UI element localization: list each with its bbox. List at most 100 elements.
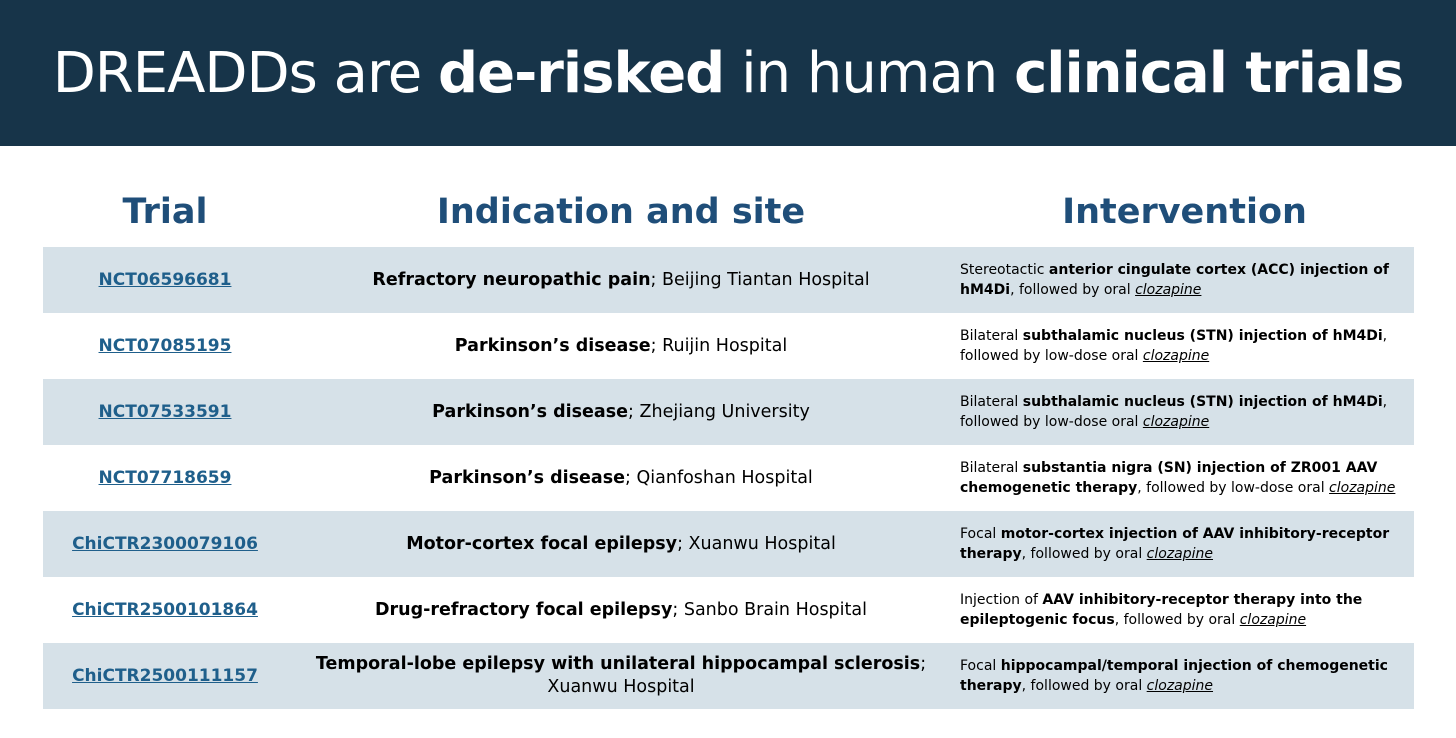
intervention-target: substantia nigra (SN) injection of ZR001… <box>960 460 1378 496</box>
indication-name: Parkinson’s disease <box>454 335 651 356</box>
indication-cell: Parkinson’s disease; Zhejiang University <box>287 379 955 445</box>
page-title: DREADDs are de-risked in human clinical … <box>52 40 1405 106</box>
indication-name: Temporal-lobe epilepsy with unilateral h… <box>315 654 921 674</box>
indication-site: ; Beijing Tiantan Hospital <box>650 269 870 290</box>
indication-text: Temporal-lobe epilepsy with unilateral h… <box>311 653 931 699</box>
intervention-cell: Injection of AAV inhibitory-receptor the… <box>960 577 1414 643</box>
intervention-cell: Stereotactic anterior cingulate cortex (… <box>960 247 1414 313</box>
intervention-text: Bilateral substantia nigra (SN) injectio… <box>960 458 1400 498</box>
indication-cell: Refractory neuropathic pain; Beijing Tia… <box>287 247 955 313</box>
intervention-followup: , followed by low-dose oral <box>960 328 1388 364</box>
trial-cell: ChiCTR2500111157 <box>43 643 287 709</box>
intervention-drug: clozapine <box>1239 612 1307 628</box>
column-header-intervention: Intervention <box>1062 192 1307 232</box>
indication-name: Parkinson’s disease <box>429 467 626 488</box>
column-header-indication: Indication and site <box>436 192 806 232</box>
trials-table: NCT06596681 Refractory neuropathic pain; … <box>43 247 1414 709</box>
table-row: NCT07718659 Parkinson’s disease; Qianfosh… <box>43 445 1414 511</box>
trial-id-link[interactable]: NCT07533591 <box>98 402 232 422</box>
intervention-prefix: Focal <box>960 658 1001 674</box>
indication-text: Parkinson’s disease; Zhejiang University <box>432 401 810 424</box>
intervention-followup: , followed by low-dose oral <box>1137 480 1330 496</box>
intervention-prefix: Bilateral <box>960 328 1023 344</box>
title-emphasis-derisked: de-risked <box>438 40 725 106</box>
table-row: NCT07533591 Parkinson’s disease; Zhejiang… <box>43 379 1414 445</box>
intervention-prefix: Focal <box>960 526 1001 542</box>
intervention-text: Bilateral subthalamic nucleus (STN) inje… <box>960 326 1400 366</box>
trial-id-link[interactable]: NCT06596681 <box>98 270 232 290</box>
trial-id-link[interactable]: NCT07085195 <box>98 336 232 356</box>
intervention-target: subthalamic nucleus (STN) injection of h… <box>1022 394 1383 410</box>
indication-text: Refractory neuropathic pain; Beijing Tia… <box>372 269 869 292</box>
trial-cell: ChiCTR2300079106 <box>43 511 287 577</box>
table-row: NCT07085195 Parkinson’s disease; Ruijin H… <box>43 313 1414 379</box>
intervention-text: Bilateral subthalamic nucleus (STN) inje… <box>960 392 1400 432</box>
indication-site: ; Ruijin Hospital <box>650 335 788 356</box>
column-header-trial: Trial <box>122 192 208 232</box>
intervention-prefix: Bilateral <box>960 460 1023 476</box>
intervention-target: subthalamic nucleus (STN) injection of h… <box>1022 328 1383 344</box>
trial-id-link[interactable]: ChiCTR2300079106 <box>72 534 258 554</box>
trial-cell: NCT07533591 <box>43 379 287 445</box>
intervention-cell: Bilateral subthalamic nucleus (STN) inje… <box>960 313 1414 379</box>
trial-cell: NCT07085195 <box>43 313 287 379</box>
intervention-drug: clozapine <box>1146 678 1214 694</box>
indication-text: Motor-cortex focal epilepsy; Xuanwu Hosp… <box>406 533 836 556</box>
intervention-text: Stereotactic anterior cingulate cortex (… <box>960 260 1400 300</box>
intervention-followup: , followed by oral <box>1021 678 1147 694</box>
intervention-drug: clozapine <box>1135 282 1202 298</box>
table-row: ChiCTR2500101864 Drug-refractory focal ep… <box>43 577 1414 643</box>
intervention-cell: Bilateral substantia nigra (SN) injectio… <box>960 445 1414 511</box>
indication-site: ; Qianfoshan Hospital <box>625 467 813 488</box>
trial-id-link[interactable]: NCT07718659 <box>98 468 232 488</box>
intervention-prefix: Injection of <box>960 592 1043 608</box>
title-banner: DREADDs are de-risked in human clinical … <box>0 0 1456 146</box>
trial-cell: NCT06596681 <box>43 247 287 313</box>
title-part-1: DREADDs are <box>52 40 438 106</box>
title-part-2: in human <box>724 40 1015 106</box>
intervention-followup: , followed by oral <box>1021 546 1147 562</box>
indication-cell: Temporal-lobe epilepsy with unilateral h… <box>287 643 955 709</box>
indication-text: Parkinson’s disease; Ruijin Hospital <box>455 335 787 358</box>
trial-id-link[interactable]: ChiCTR2500101864 <box>72 600 258 620</box>
intervention-cell: Focal hippocampal/temporal injection of … <box>960 643 1414 709</box>
intervention-prefix: Stereotactic <box>960 262 1049 278</box>
indication-name: Drug-refractory focal epilepsy <box>375 599 673 620</box>
title-emphasis-clinical-trials: clinical trials <box>1014 40 1404 106</box>
intervention-drug: clozapine <box>1329 480 1396 496</box>
indication-cell: Parkinson’s disease; Qianfoshan Hospital <box>287 445 955 511</box>
intervention-prefix: Bilateral <box>960 394 1023 410</box>
indication-text: Drug-refractory focal epilepsy; Sanbo Br… <box>375 599 867 622</box>
trial-id-link[interactable]: ChiCTR2500111157 <box>72 666 258 686</box>
intervention-target: anterior cingulate cortex (ACC) injectio… <box>960 262 1389 298</box>
intervention-target: hippocampal/temporal injection of chemog… <box>960 658 1388 694</box>
trial-cell: ChiCTR2500101864 <box>43 577 287 643</box>
table-row: ChiCTR2500111157 Temporal-lobe epilepsy w… <box>43 643 1414 709</box>
indication-text: Parkinson’s disease; Qianfoshan Hospital <box>429 467 813 490</box>
indication-name: Parkinson’s disease <box>432 401 629 422</box>
intervention-target: motor-cortex injection of AAV inhibitory… <box>960 526 1390 562</box>
table-row: ChiCTR2300079106 Motor-cortex focal epile… <box>43 511 1414 577</box>
indication-name: Motor-cortex focal epilepsy <box>406 533 678 554</box>
indication-cell: Drug-refractory focal epilepsy; Sanbo Br… <box>287 577 955 643</box>
intervention-cell: Bilateral subthalamic nucleus (STN) inje… <box>960 379 1414 445</box>
table-header: Trial Indication and site Intervention <box>43 186 1414 238</box>
intervention-text: Injection of AAV inhibitory-receptor the… <box>960 590 1400 630</box>
intervention-drug: clozapine <box>1146 546 1214 562</box>
intervention-text: Focal motor-cortex injection of AAV inhi… <box>960 524 1400 564</box>
intervention-cell: Focal motor-cortex injection of AAV inhi… <box>960 511 1414 577</box>
intervention-followup: , followed by oral <box>1010 282 1136 298</box>
indication-site: ; Xuanwu Hospital <box>677 533 836 554</box>
indication-site: ; Sanbo Brain Hospital <box>672 599 867 620</box>
intervention-text: Focal hippocampal/temporal injection of … <box>960 656 1400 696</box>
indication-cell: Parkinson’s disease; Ruijin Hospital <box>287 313 955 379</box>
trial-cell: NCT07718659 <box>43 445 287 511</box>
indication-site: ; Zhejiang University <box>628 401 810 422</box>
intervention-followup: , followed by low-dose oral <box>960 394 1388 430</box>
intervention-drug: clozapine <box>1142 414 1210 430</box>
intervention-drug: clozapine <box>1142 348 1210 364</box>
indication-cell: Motor-cortex focal epilepsy; Xuanwu Hosp… <box>287 511 955 577</box>
indication-name: Refractory neuropathic pain <box>372 269 651 290</box>
table-row: NCT06596681 Refractory neuropathic pain; … <box>43 247 1414 313</box>
intervention-followup: , followed by oral <box>1114 612 1240 628</box>
